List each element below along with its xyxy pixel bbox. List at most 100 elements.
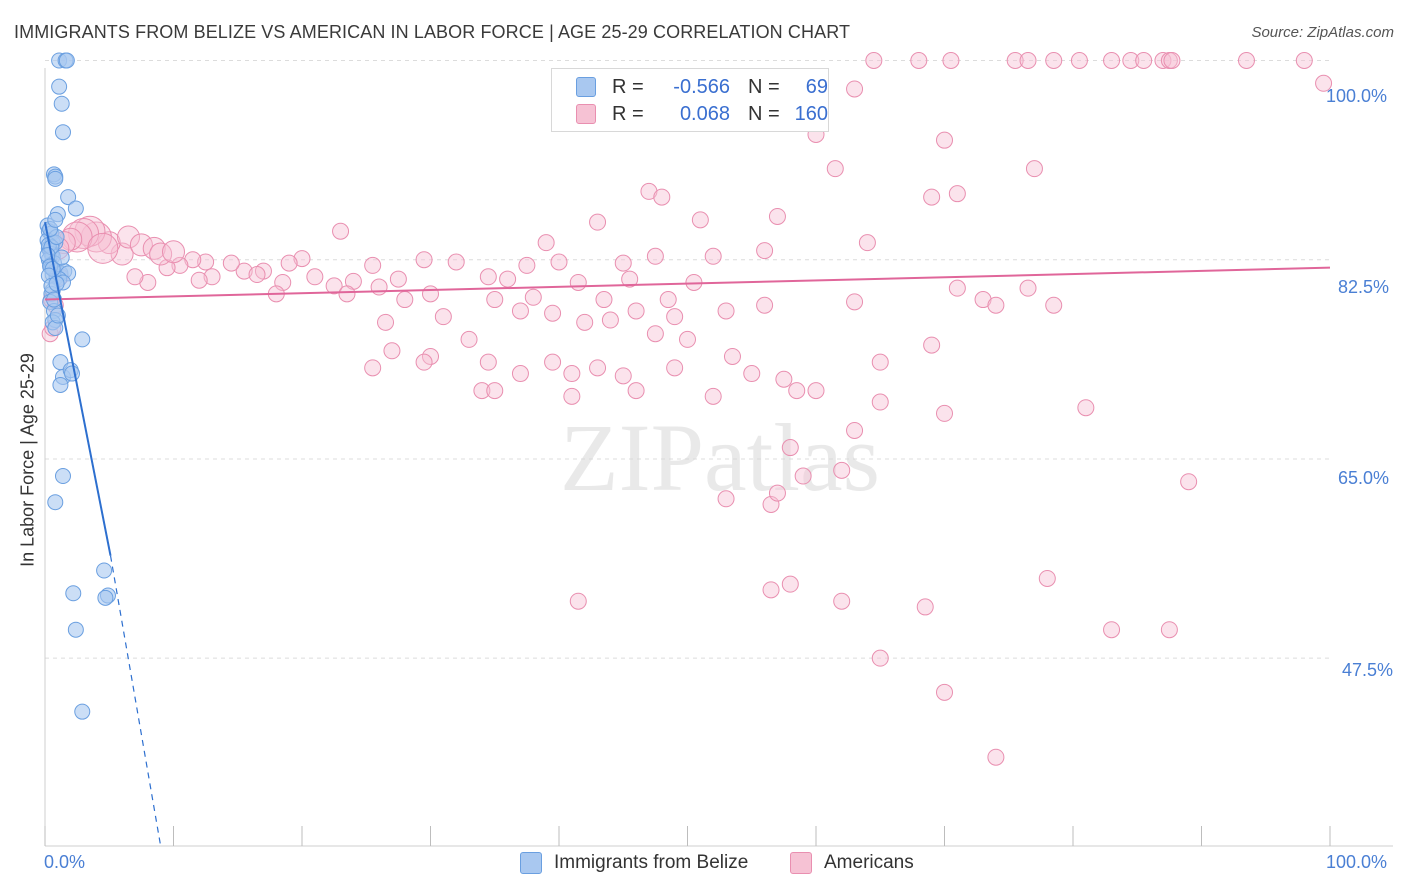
point-americans [1019,279,1037,297]
point-americans [781,575,799,593]
point-americans [987,748,1005,766]
point-americans [460,330,478,348]
point-americans [203,268,221,286]
point-americans [389,270,407,288]
legend-item-belize[interactable]: Immigrants from Belize [520,852,748,874]
trend-extension-belize [109,555,162,847]
point-americans [794,467,812,485]
point-americans [1019,51,1037,69]
point-americans [248,266,266,284]
point-americans [364,256,382,274]
point-americans [595,291,613,309]
point-americans [666,308,684,326]
point-americans [601,311,619,329]
point-americans [653,188,671,206]
point-americans [569,273,587,291]
point-belize [65,585,82,602]
point-americans [858,234,876,252]
point-americans [646,325,664,343]
gridlines [45,59,1330,659]
point-americans [1163,51,1181,69]
point-americans [646,247,664,265]
point-americans [569,592,587,610]
point-belize [53,249,70,266]
point-americans [396,291,414,309]
point-americans [1237,51,1255,69]
point-belize [53,95,70,112]
point-americans [704,387,722,405]
point-americans [139,273,157,291]
point-belize [63,365,80,382]
y-tick-label: 65.0% [1338,468,1390,488]
point-americans [621,270,639,288]
point-americans [1025,160,1043,178]
point-belize [67,200,84,217]
legend-item-americans[interactable]: Americans [790,852,914,874]
legend-label-belize: Immigrants from Belize [554,852,749,873]
point-americans [1180,473,1198,491]
point-americans [370,278,388,296]
legend-r-label: R = [612,102,644,125]
point-americans [942,51,960,69]
point-americans [717,302,735,320]
axes [44,68,1393,847]
point-americans [1070,51,1088,69]
point-americans [473,382,491,400]
point-americans [550,253,568,271]
point-americans [544,353,562,371]
point-americans [447,253,465,271]
point-americans [1122,51,1140,69]
point-americans [364,359,382,377]
point-americans [110,242,134,266]
legend-r-label: R = [612,75,644,98]
legend-swatch-americans [790,852,812,874]
point-belize [60,189,77,206]
point-americans [974,291,992,309]
point-americans [338,285,356,303]
y-tick-label: 82.5% [1338,277,1390,297]
point-americans [704,247,722,265]
point-americans [865,51,883,69]
point-americans [1154,51,1172,69]
point-americans [627,382,645,400]
point-americans [190,271,208,289]
point-belize [58,52,75,69]
legend-n-label: N = [748,102,780,125]
point-americans [422,285,439,303]
source-label: Source: ZipAtlas.com [1251,24,1394,41]
point-americans [129,233,153,257]
y-tick-label: 47.5% [1342,660,1394,680]
trend-line-americans [44,266,1331,301]
point-americans [383,342,401,360]
point-americans [1103,51,1121,69]
point-americans [544,304,562,322]
point-americans [910,51,928,69]
point-americans [1006,51,1024,69]
point-americans [1295,51,1313,69]
point-americans [775,370,793,388]
point-belize [47,211,64,228]
point-belize [97,589,114,606]
point-americans [415,353,433,371]
x-tick-label-min: 0.0% [44,852,86,872]
x-tick-label-max: 100.0% [1326,852,1388,872]
point-americans [846,421,864,439]
point-americans [833,592,851,610]
point-belize [74,703,91,720]
point-americans [87,232,119,264]
point-americans [923,188,941,206]
point-americans [537,234,555,252]
point-americans [479,353,497,371]
legend-row-americans: R = 0.068 N = 160 [576,102,828,126]
point-belize [96,562,113,579]
legend-swatch-belize [576,77,596,97]
point-belize [67,621,84,638]
correlation-legend: R = -0.566 N = 69 R = 0.068 N = 160 [551,68,829,132]
point-americans [280,254,298,272]
point-americans [162,240,185,264]
point-americans [756,296,774,314]
point-americans [781,439,799,457]
point-americans [518,256,536,274]
point-belize [54,468,71,485]
point-belize [54,124,71,141]
